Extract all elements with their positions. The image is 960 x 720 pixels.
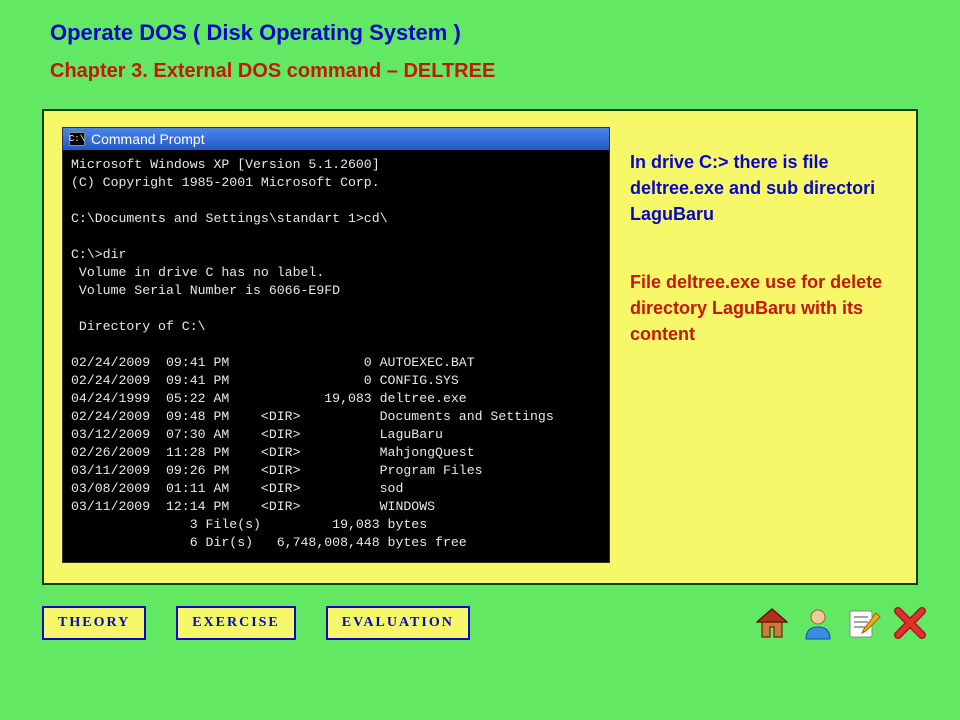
home-icon[interactable] (754, 605, 790, 641)
chapter-title: Chapter 3. External DOS command – DELTRE… (26, 60, 934, 83)
edit-icon[interactable] (846, 605, 882, 641)
cmd-icon: C:\ (69, 132, 85, 146)
theory-button[interactable]: Theory (42, 606, 146, 640)
content-panel: C:\ Command Prompt Microsoft Windows XP … (42, 109, 918, 585)
bottom-nav: Theory Exercise Evaluation (26, 605, 934, 641)
explanation-text: In drive C:> there is file deltree.exe a… (630, 127, 898, 563)
explanation-blue: In drive C:> there is file deltree.exe a… (630, 149, 898, 227)
command-prompt-titlebar: C:\ Command Prompt (63, 128, 609, 150)
command-prompt-title: Command Prompt (91, 131, 205, 147)
exercise-button[interactable]: Exercise (176, 606, 296, 640)
explanation-red: File deltree.exe use for delete director… (630, 269, 898, 347)
command-prompt-body: Microsoft Windows XP [Version 5.1.2600] … (63, 150, 609, 562)
icon-tray (754, 605, 934, 641)
command-prompt-window: C:\ Command Prompt Microsoft Windows XP … (62, 127, 610, 563)
user-icon[interactable] (800, 605, 836, 641)
page-title: Operate DOS ( Disk Operating System ) (26, 20, 934, 46)
evaluation-button[interactable]: Evaluation (326, 606, 470, 640)
close-x-icon[interactable] (892, 605, 928, 641)
